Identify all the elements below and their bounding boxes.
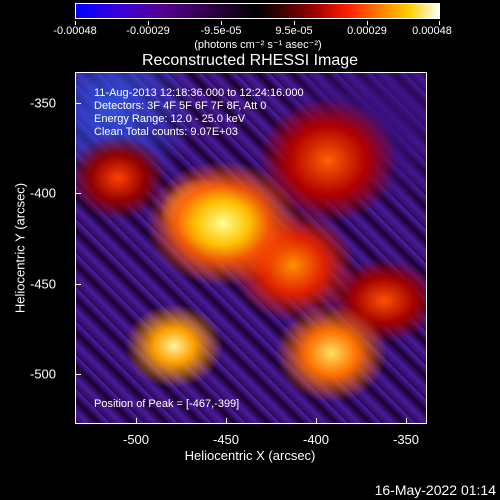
- x-tick-label: -450: [212, 432, 240, 447]
- x-axis-label: Heliocentric X (arcsec): [184, 448, 316, 463]
- y-tick-label: -450: [30, 276, 57, 292]
- colorbar-tick: [294, 21, 295, 25]
- y-axis-label: Heliocentric Y (arcsec): [12, 182, 28, 314]
- y-tick-label: -350: [30, 95, 57, 111]
- colorbar-tick: [221, 21, 222, 25]
- colorbar-label: -9.5e-05: [200, 25, 242, 37]
- colorbar-units: (photons cm⁻² s⁻¹ asec⁻²): [194, 39, 322, 51]
- x-tick: [406, 418, 407, 424]
- colorbar-tick: [439, 21, 440, 25]
- colorbar-label: -0.00029: [126, 25, 170, 37]
- x-tick: [136, 418, 137, 424]
- energy-range-text: Energy Range: 12.0 - 25.0 keV: [94, 113, 246, 125]
- colorbar-label: 9.5e-05: [275, 25, 313, 37]
- image-title: Reconstructed RHESSI Image: [141, 52, 359, 69]
- y-tick: [75, 284, 81, 285]
- colorbar-tick: [75, 21, 76, 25]
- colorbar-label: 0.00048: [412, 25, 452, 37]
- colorbar-tick: [367, 21, 368, 25]
- y-tick: [75, 374, 81, 375]
- date-stamp: 16-May-2022 01:14: [374, 482, 496, 498]
- x-tick: [316, 418, 317, 424]
- peak-position-text: Position of Peak = [-467,-399]: [94, 398, 240, 410]
- detectors-text: Detectors: 3F 4F 5F 6F 7F 8F, Att 0: [94, 100, 267, 112]
- colorbar: [75, 3, 440, 19]
- colorbar-label: 0.00029: [347, 25, 387, 37]
- x-tick-label: -350: [392, 432, 420, 447]
- x-tick-label: -500: [122, 432, 150, 447]
- colorbar-label: -0.00048: [53, 25, 97, 37]
- y-tick-label: -400: [30, 185, 57, 201]
- x-tick-label: -400: [302, 432, 330, 447]
- y-tick-label: -500: [30, 366, 57, 382]
- rhessi-image: 11-Aug-2013 12:18:36.000 to 12:24:16.000…: [75, 72, 427, 424]
- time-range-text: 11-Aug-2013 12:18:36.000 to 12:24:16.000: [94, 87, 304, 99]
- clean-counts-text: Clean Total counts: 9.07E+03: [94, 126, 238, 138]
- x-tick: [226, 418, 227, 424]
- colorbar-tick: [148, 21, 149, 25]
- y-tick: [75, 103, 81, 104]
- y-tick: [75, 193, 81, 194]
